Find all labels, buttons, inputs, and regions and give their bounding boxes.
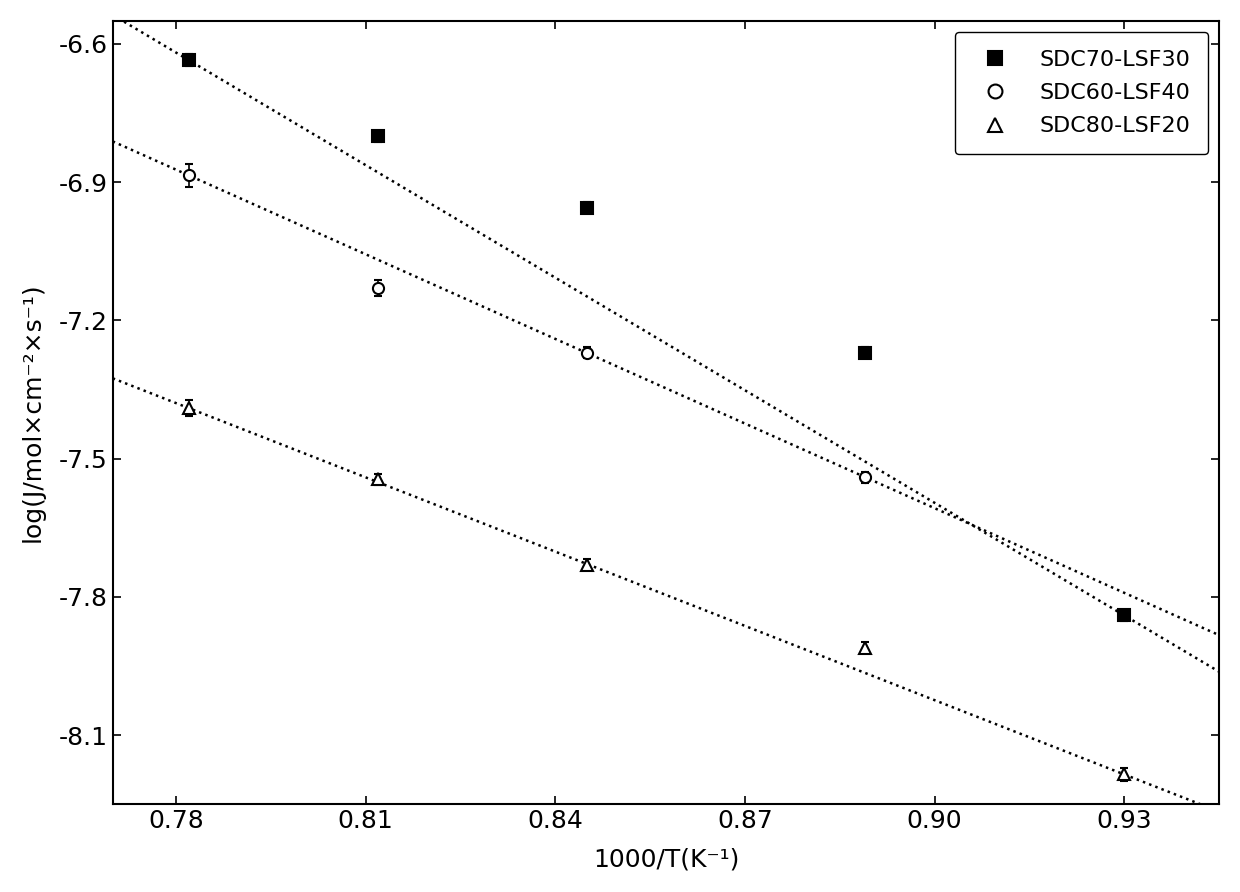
Legend: SDC70-LSF30, SDC60-LSF40, SDC80-LSF20: SDC70-LSF30, SDC60-LSF40, SDC80-LSF20 [955, 32, 1208, 154]
X-axis label: 1000/T(K⁻¹): 1000/T(K⁻¹) [593, 847, 739, 871]
Y-axis label: log(J/mol×cm⁻²×s⁻¹): log(J/mol×cm⁻²×s⁻¹) [21, 283, 45, 542]
